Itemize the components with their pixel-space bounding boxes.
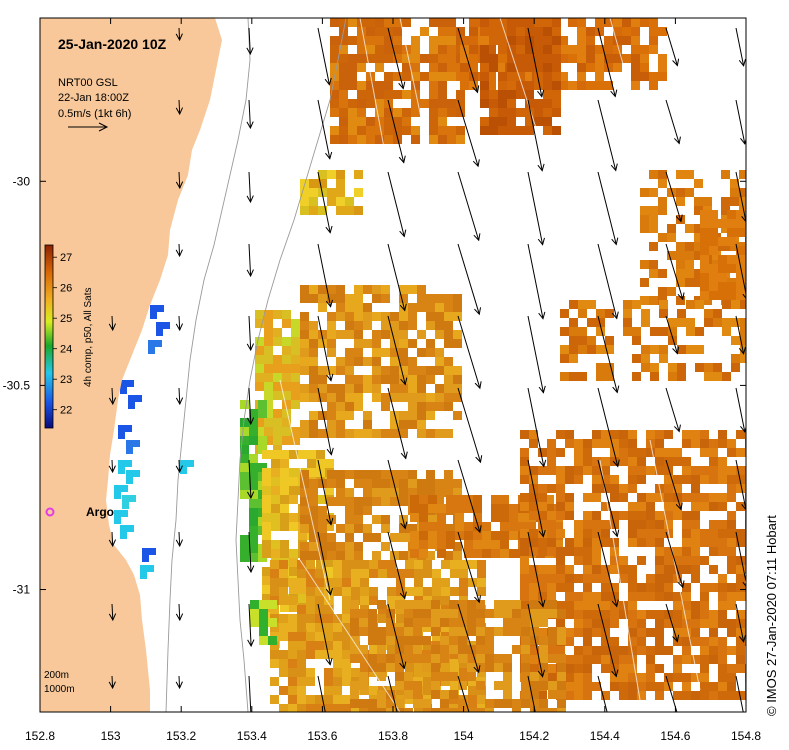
coastline-land [40,18,222,712]
x-tick-label: 154.2 [519,729,549,743]
isobath-label-1000m: 1000m [44,684,75,695]
surface-streaks [279,18,701,712]
argo-float-marker [45,507,55,517]
y-axis: -30 -30.5 -31 [3,174,746,597]
x-tick-label: 154 [454,729,474,743]
colorbar-tick-label: 26 [60,283,72,295]
colorbar-tick-label: 25 [60,313,72,325]
x-tick-label: 154.6 [660,729,690,743]
y-tick-label: -30.5 [3,378,31,392]
x-tick-label: 153 [101,729,121,743]
isobath-label-200m: 200m [44,670,69,681]
colorbar-tick-label: 24 [60,344,72,356]
x-tick-label: 153.2 [166,729,196,743]
x-tick-label: 154.4 [590,729,620,743]
colorbar-tick-label: 27 [60,252,72,264]
colorbar-tick-label: 22 [60,405,72,417]
x-tick-label: 153.6 [307,729,337,743]
colorbar: 27 26 25 24 23 22 4h comp, p50, All Sats [44,244,94,429]
vector-scale-label: 0.5m/s (1kt 6h) [58,108,131,120]
isobath-1000m [235,18,347,712]
colorbar-label: 4h comp, p50, All Sats [83,287,94,387]
isobath-200m [165,18,251,712]
map-title: 25-Jan-2020 10Z [58,36,167,52]
vector-scale-arrow [68,122,109,132]
argo-label: Argo [86,505,114,519]
colorbar-tick-label: 23 [60,374,72,386]
currents-time: 22-Jan 18:00Z [58,92,129,104]
x-tick-label: 152.8 [25,729,55,743]
y-tick-label: -30 [13,174,31,188]
current-vectors [108,27,746,712]
sst-cells [114,18,746,712]
currents-source: NRT00 GSL [58,77,118,89]
x-tick-label: 153.4 [237,729,267,743]
x-tick-label: 153.8 [378,729,408,743]
x-tick-label: 154.8 [731,729,761,743]
y-tick-label: -31 [13,583,31,597]
x-axis: 152.8 153 153.2 153.4 153.6 153.8 154 154.2 154.… [25,18,761,743]
copyright-notice: © IMOS 27-Jan-2020 07:11 Hobart [764,515,779,716]
